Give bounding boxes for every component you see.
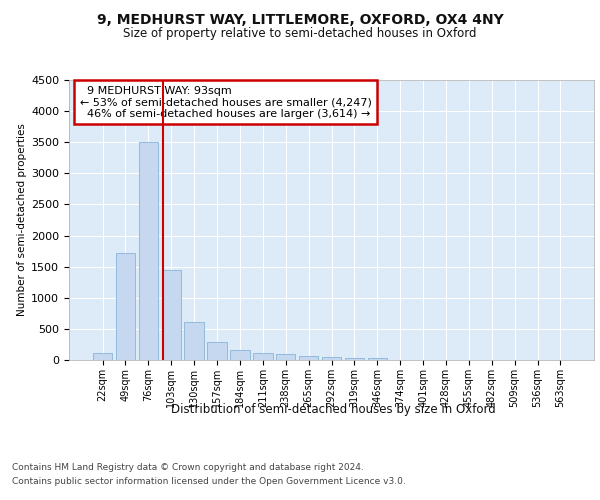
Y-axis label: Number of semi-detached properties: Number of semi-detached properties: [17, 124, 27, 316]
Bar: [276, 354, 295, 360]
Text: Contains HM Land Registry data © Crown copyright and database right 2024.: Contains HM Land Registry data © Crown c…: [12, 462, 364, 471]
Bar: [230, 350, 250, 360]
Text: Distribution of semi-detached houses by size in Oxford: Distribution of semi-detached houses by …: [170, 402, 496, 415]
Bar: [299, 356, 319, 360]
Text: 9 MEDHURST WAY: 93sqm
← 53% of semi-detached houses are smaller (4,247)
  46% of: 9 MEDHURST WAY: 93sqm ← 53% of semi-deta…: [79, 86, 371, 119]
Bar: [208, 342, 227, 360]
Bar: [139, 142, 158, 360]
Bar: [322, 356, 341, 360]
Bar: [93, 352, 112, 360]
Bar: [184, 322, 204, 360]
Bar: [161, 270, 181, 360]
Bar: [253, 354, 272, 360]
Text: Size of property relative to semi-detached houses in Oxford: Size of property relative to semi-detach…: [123, 28, 477, 40]
Bar: [116, 253, 135, 360]
Bar: [344, 358, 364, 360]
Text: 9, MEDHURST WAY, LITTLEMORE, OXFORD, OX4 4NY: 9, MEDHURST WAY, LITTLEMORE, OXFORD, OX4…: [97, 12, 503, 26]
Bar: [368, 358, 387, 360]
Text: Contains public sector information licensed under the Open Government Licence v3: Contains public sector information licen…: [12, 478, 406, 486]
